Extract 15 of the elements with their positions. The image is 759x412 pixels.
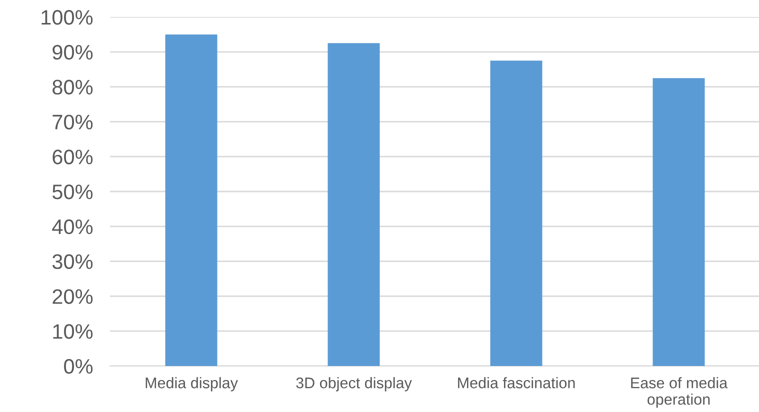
y-tick-label: 70%	[52, 114, 93, 130]
x-tick-label: 3D object display	[296, 377, 412, 392]
x-tick-label: Ease of media operation	[631, 377, 728, 408]
y-tick-label: 50%	[52, 184, 93, 200]
y-tick-label: 10%	[53, 324, 93, 339]
y-tick-label: 90%	[52, 44, 93, 60]
x-tick-label: Media display	[146, 377, 238, 392]
y-tick-label: 20%	[52, 289, 93, 304]
y-tick-label: 0%	[64, 359, 93, 374]
y-tick-label: 40%	[52, 219, 93, 234]
y-tick-label: 100%	[42, 10, 93, 25]
y-tick-label: 60%	[52, 150, 93, 164]
x-tick-label: Media fascination	[458, 377, 575, 388]
y-tick-label: 80%	[52, 80, 93, 95]
y-tick-label: 30%	[52, 254, 93, 270]
